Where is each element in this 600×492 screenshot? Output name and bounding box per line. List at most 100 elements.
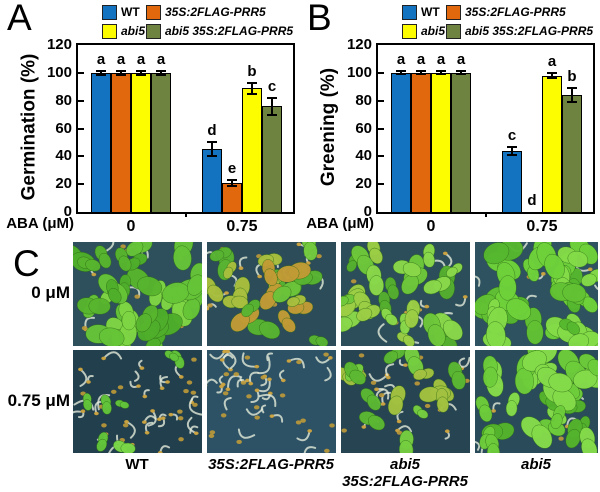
y-tick-label: 40 (55, 147, 72, 165)
error-bar-cap (507, 145, 517, 148)
x-axis-minor-tick (184, 212, 187, 217)
y-tick-label: 20 (355, 175, 372, 193)
x-axis-minor-tick (484, 212, 487, 217)
error-bar-cap (247, 92, 257, 95)
error-bar-cap (396, 73, 406, 76)
bar-abi5-35s-2flag-prr5 (562, 95, 582, 212)
row-label-075um: 0.75 μM (7, 391, 70, 410)
error-bar-cap (96, 69, 106, 72)
seedling-photo-wt-0um (73, 242, 202, 346)
significance-letter: a (156, 50, 166, 68)
legend-label: abi5 35S:2FLAG-PRR5 (465, 23, 594, 38)
error-bar (160, 70, 162, 75)
significance-letter: c (267, 77, 277, 95)
y-tick-label: 120 (46, 36, 72, 53)
significance-letter: e (227, 159, 237, 177)
panel-a: A WT 35S:2FLAG-PRR5 abi5 abi5 35S:2FLAG-PRR… (0, 0, 300, 238)
bar-abi5 (242, 88, 262, 212)
error-bar-cap (156, 73, 166, 76)
y-tick-mark (78, 71, 84, 74)
legend-label: WT (121, 4, 140, 19)
error-bar-cap (416, 70, 426, 73)
y-tick-mark (378, 183, 384, 186)
bar-wt (91, 72, 111, 212)
panel-b: B WT 35S:2FLAG-PRR5 abi5 abi5 35S:2FLAG-PRR… (300, 0, 600, 238)
error-bar-cap (547, 77, 557, 80)
legend-item-wt: WT (402, 4, 440, 20)
error-bar (251, 82, 253, 94)
seedling-photo-image (73, 350, 202, 453)
error-bar-cap (116, 69, 126, 72)
error-bar (231, 179, 233, 186)
error-bar-cap (207, 141, 217, 144)
x-axis-title-a: ABA (μM) (6, 215, 74, 232)
significance-letter: a (456, 51, 466, 69)
error-bar-cap (436, 70, 446, 73)
legend-label: abi5 (121, 23, 146, 38)
significance-letter: a (436, 51, 446, 69)
legend-b: WT 35S:2FLAG-PRR5 abi5 abi5 35S:2FLAG-PRR5 (300, 4, 600, 44)
x-category-label: 0.75 (226, 218, 258, 235)
significance-letter: a (116, 50, 126, 68)
legend-item-abi5-35s-2flag-prr5: abi5 35S:2FLAG-PRR5 (146, 23, 293, 39)
significance-letter: b (567, 68, 577, 86)
seedling-photo-image (341, 350, 470, 453)
significance-letter: a (416, 51, 426, 69)
y-tick-label: 80 (55, 91, 72, 109)
y-tick-label: 20 (55, 175, 72, 193)
significance-letter: d (527, 192, 537, 209)
error-bar-cap (396, 70, 406, 73)
y-tick-mark (78, 155, 84, 158)
seedling-photo-image (73, 242, 202, 346)
seedling-photo-abi5-0um (475, 242, 598, 346)
y-tick-label: 0 (63, 203, 72, 220)
seedling-photo-image (475, 350, 598, 453)
error-bar-cap (207, 155, 217, 158)
x-category-label: 0.75 (526, 218, 558, 235)
error-bar-cap (247, 81, 257, 84)
y-tick-label: 60 (55, 119, 72, 137)
x-category-label: 0 (426, 218, 436, 235)
legend-label: 35S:2FLAG-PRR5 (465, 4, 566, 19)
error-bar (120, 70, 122, 75)
error-bar-cap (547, 71, 557, 74)
legend-item-35s-2flag-prr5: 35S:2FLAG-PRR5 (146, 4, 266, 20)
y-tick-mark (378, 99, 384, 102)
error-bar (400, 71, 402, 75)
y-tick-label: 0 (363, 203, 372, 220)
y-tick-mark (78, 99, 84, 102)
error-bar (211, 142, 213, 157)
error-bar (140, 70, 142, 75)
significance-letter: b (247, 62, 257, 80)
genotype-label-line: abi5 (520, 456, 551, 473)
error-bar (420, 71, 422, 75)
legend-swatch (102, 23, 117, 39)
y-tick-mark (78, 127, 84, 130)
error-bar-cap (567, 87, 577, 90)
seedling-photo-image (341, 242, 470, 346)
seedling-photo-prr5-075um (207, 350, 336, 453)
error-bar-cap (96, 73, 106, 76)
panel-c: C 0 μM 0.75 μM WT 35S:2FLAG-PRR5 abi5 35S:2… (0, 238, 600, 492)
bar-35s-2flag-prr5 (222, 182, 242, 212)
row-label-0um: 0 μM (31, 283, 70, 302)
error-bar-cap (456, 73, 466, 76)
legend-item-abi5: abi5 (102, 23, 145, 39)
significance-letter: c (507, 126, 517, 144)
seedling-photo-abi5-prr5-0um (341, 242, 470, 346)
error-bar-cap (507, 153, 517, 156)
legend-swatch (402, 23, 417, 39)
legend-item-abi5: abi5 (402, 23, 445, 39)
error-bar (571, 88, 573, 103)
germination-chart-plot: 0 20 40 60 80 100 120 0 a a a a 0.75 d e b c (47, 36, 295, 235)
error-bar (271, 97, 273, 115)
bar-abi5 (542, 75, 562, 212)
bar-abi5-35s-2flag-prr5 (262, 106, 282, 212)
legend-swatch (146, 4, 161, 20)
error-bar-cap (567, 101, 577, 104)
seedling-photo-prr5-0um (207, 242, 336, 346)
y-tick-label: 60 (355, 119, 372, 137)
error-bar-cap (436, 73, 446, 76)
panel-b-letter: B (307, 0, 332, 38)
